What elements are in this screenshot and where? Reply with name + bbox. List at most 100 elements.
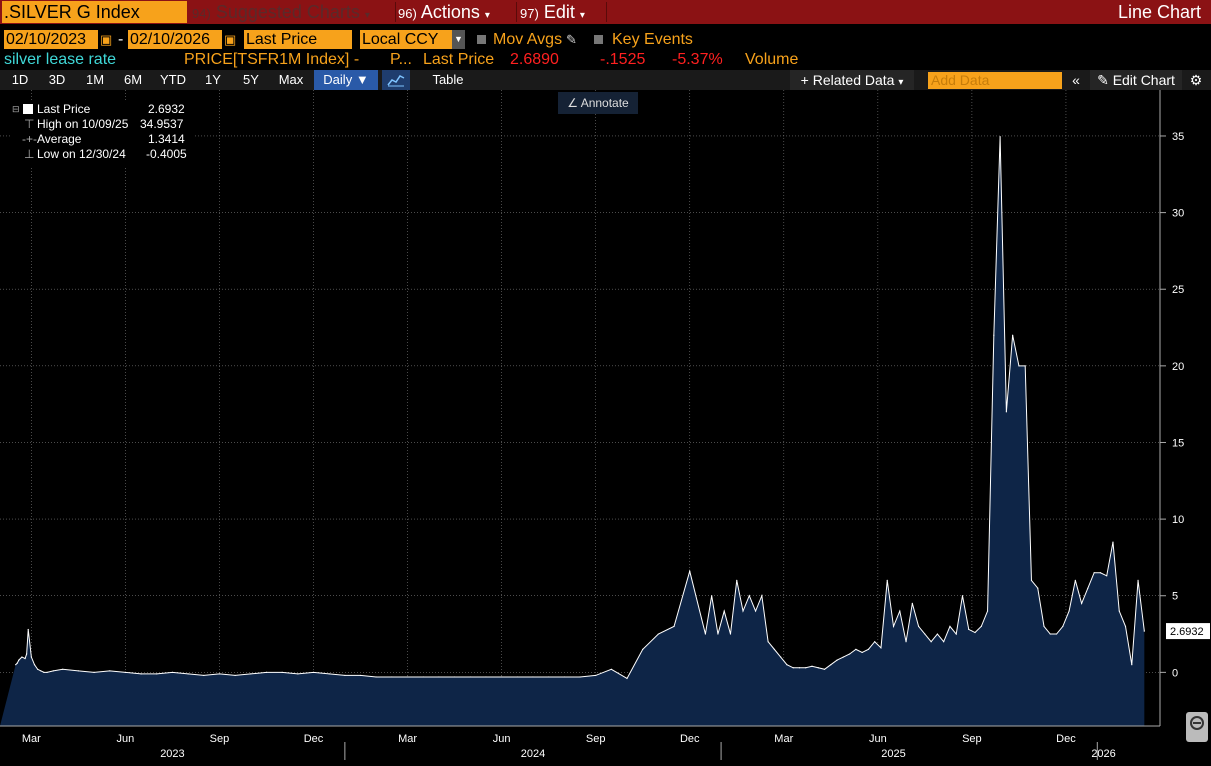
actions-button[interactable]: 96) Actions ▾ <box>398 1 514 23</box>
data-point <box>842 656 844 658</box>
annotate-button[interactable]: ∠ Annotate <box>558 92 638 114</box>
edit-button[interactable]: 97) Edit ▾ <box>520 1 604 23</box>
x-month-label: Dec <box>1056 733 1076 745</box>
collapse-icon[interactable]: « <box>1072 72 1080 88</box>
data-point <box>1055 633 1058 635</box>
series-swatch <box>23 104 33 114</box>
tab-1d[interactable]: 1D <box>11 72 29 87</box>
tab-3d[interactable]: 3D <box>48 72 66 87</box>
data-point <box>817 667 819 669</box>
data-point <box>1030 579 1033 582</box>
legend-last-row: ⊟ Last Price 2.6932 <box>10 102 194 117</box>
legend-low-row: ⊥ Low on 12/30/24 -0.4005 <box>10 147 194 162</box>
suggested-charts-button[interactable]: 94) Suggested Charts ▾ <box>192 1 392 23</box>
calendar-icon[interactable]: ▣ <box>224 32 237 47</box>
data-point <box>312 671 315 673</box>
suggested-label: Suggested Charts <box>215 2 360 22</box>
data-point <box>30 656 32 658</box>
data-point <box>52 670 54 672</box>
chevron-down-icon[interactable]: ▼ <box>452 30 465 49</box>
data-point <box>780 656 782 658</box>
data-point <box>792 667 794 669</box>
mov-avgs-checkbox[interactable] <box>477 35 486 44</box>
x-month-label: Dec <box>304 733 324 745</box>
tab-5y[interactable]: 5Y <box>243 72 259 87</box>
edit-number: 97) <box>520 6 539 21</box>
tab-1y[interactable]: 1Y <box>205 72 221 87</box>
data-point <box>874 641 876 643</box>
data-point <box>1043 625 1045 627</box>
x-month-label: Dec <box>680 733 700 745</box>
x-year-label: 2026 <box>1091 748 1115 760</box>
data-point <box>811 665 813 667</box>
data-point <box>1124 625 1127 627</box>
calendar-icon[interactable]: ▣ <box>100 32 113 47</box>
x-year-label: 2025 <box>881 748 905 760</box>
data-point <box>516 676 518 678</box>
end-date-field[interactable]: 02/10/2026 <box>128 30 222 49</box>
currency-select[interactable]: Local CCY <box>360 30 452 49</box>
last-value-box <box>1166 623 1210 640</box>
data-point <box>485 676 487 678</box>
series-fill <box>0 136 1145 726</box>
data-point <box>62 668 64 670</box>
related-data-button[interactable]: + Related Data ▾ <box>790 70 914 90</box>
y-tick-label: 20 <box>1172 361 1184 373</box>
key-events-checkbox[interactable] <box>594 35 603 44</box>
line-chart-icon[interactable] <box>382 70 410 90</box>
data-point <box>109 670 111 672</box>
data-point <box>805 667 807 669</box>
data-point <box>26 653 28 655</box>
gear-icon[interactable]: ⚙ <box>1189 72 1203 88</box>
tab-6m[interactable]: 6M <box>123 72 143 87</box>
series-line <box>15 136 1145 680</box>
y-tick-label: 25 <box>1172 284 1184 296</box>
data-point <box>171 671 174 673</box>
grid-lines <box>0 90 1160 726</box>
chevron-down-icon: ▾ <box>579 10 585 21</box>
data-point <box>203 674 205 677</box>
chevron-down-icon: ▾ <box>898 77 904 88</box>
data-point <box>886 579 888 582</box>
edit-chart-button[interactable]: ✎ Edit Chart <box>1090 70 1182 90</box>
data-point <box>936 633 939 635</box>
x-month-label: Sep <box>962 733 982 745</box>
data-point <box>704 633 707 635</box>
data-point <box>1093 572 1095 574</box>
table-button[interactable]: Table <box>432 72 464 87</box>
frequency-select[interactable]: Daily ▼ <box>314 70 378 90</box>
tab-max[interactable]: Max <box>278 72 304 87</box>
expand-icon[interactable]: ⊟ <box>12 104 20 114</box>
data-point <box>836 659 838 661</box>
x-month-label: Jun <box>493 733 511 745</box>
tab-1m[interactable]: 1M <box>85 72 105 87</box>
mov-avgs-label: Mov Avgs <box>493 31 563 48</box>
y-tick-label: 15 <box>1172 437 1184 449</box>
tab-ytd[interactable]: YTD <box>160 72 186 87</box>
minimize-icon[interactable] <box>1186 712 1208 742</box>
annotate-label: Annotate <box>580 96 629 110</box>
add-data-input[interactable]: Add Data <box>928 72 1062 89</box>
chevron-down-icon: ▾ <box>484 10 490 21</box>
average-marker-icon: -+- <box>22 132 37 146</box>
field-select[interactable]: Last Price <box>244 30 352 49</box>
key-events-label: Key Events <box>612 31 693 48</box>
high-marker-icon: ⊤ <box>24 117 35 131</box>
data-point <box>93 671 95 673</box>
ticker-field[interactable]: .SILVER G Index <box>2 1 187 23</box>
pencil-icon[interactable]: ✎ <box>566 32 577 47</box>
data-point <box>1143 630 1145 632</box>
divider <box>516 2 517 22</box>
data-point <box>823 668 826 670</box>
x-month-label: Jun <box>869 733 887 745</box>
data-point <box>949 625 951 627</box>
data-point <box>974 631 976 634</box>
actions-label: Actions <box>420 2 480 22</box>
x-month-label: Mar <box>398 733 417 745</box>
start-date-field[interactable]: 02/10/2023 <box>4 30 98 49</box>
data-point <box>986 610 989 612</box>
data-point <box>689 570 691 572</box>
data-point <box>1087 587 1089 589</box>
related-data-label: Related Data <box>812 72 895 88</box>
